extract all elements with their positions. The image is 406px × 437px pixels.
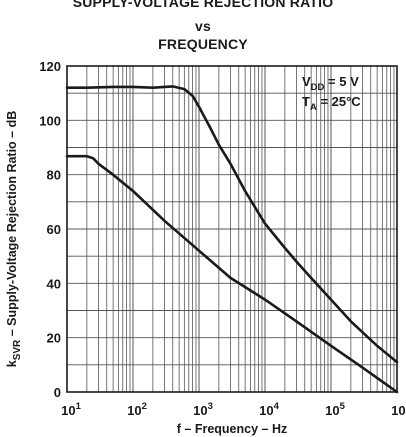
chart-title-line-3: FREQUENCY [158,36,248,52]
y-tick-labels: 0 20 40 60 80 100 120 [39,59,61,400]
y-axis-label: kSVR – Supply-Voltage Rejection Ratio – … [5,111,23,367]
x-tick-label: 106 [391,401,406,418]
series-line-1 [65,85,399,364]
conditions-annotation: VDD = 5 VTA = 25°C [302,74,361,113]
x-tick-label: 105 [325,401,345,418]
y-tick-label: 0 [54,385,61,400]
y-tick-label: 40 [47,276,61,291]
y-tick-label: 80 [47,168,61,183]
grid [67,66,397,392]
annotation-line-2: TA = 25°C [302,94,361,113]
x-tick-label: 101 [61,401,81,418]
series-line-2 [65,154,399,394]
x-axis-label: f – Frequency – Hz [177,422,287,436]
x-tick-label: 102 [127,401,147,418]
series-layer [65,85,399,394]
y-tick-label: 100 [39,113,61,128]
y-tick-label: 60 [47,222,61,237]
x-tick-label: 103 [193,401,213,418]
y-tick-label: 20 [47,331,61,346]
chart-title-line-1: SUPPLY-VOLTAGE REJECTION RATIO [72,0,334,10]
plot-frame [66,65,398,393]
x-tick-label: 104 [259,401,279,418]
annotation-line-1: VDD = 5 V [302,74,359,93]
y-tick-label: 120 [39,59,61,74]
x-tick-labels: 101 102 103 104 105 106 [61,401,406,418]
chart-title-line-2: vs [195,18,211,34]
